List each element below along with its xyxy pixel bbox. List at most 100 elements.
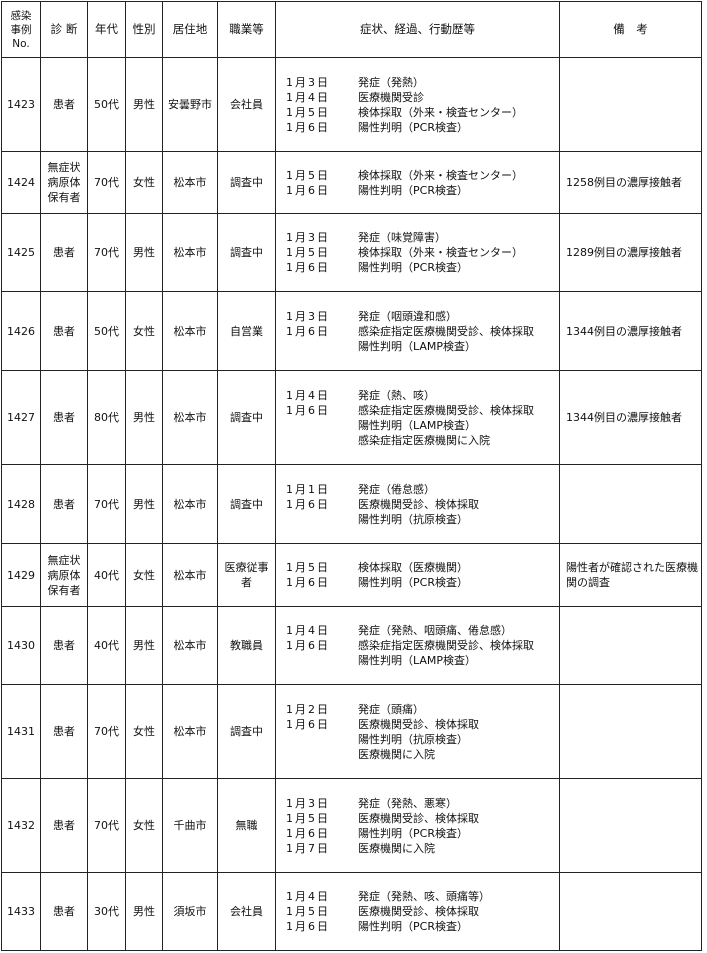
event-date: 1月3日 <box>286 309 330 323</box>
event-text: 陽性判明（LAMP検査） <box>358 654 477 667</box>
notes: 1344例目の濃厚接触者 <box>559 291 702 371</box>
notes <box>559 872 702 951</box>
event-date <box>286 339 358 354</box>
age-group: 70代 <box>87 684 126 779</box>
events-cell: 1月3日 発症（発熱、悪寒） 1月5日 医療機関受診、検体採取 1月6日 陽性判明（PCR… <box>275 778 560 873</box>
event-text: 発症（発熱、咳、頭痛等） <box>358 890 490 903</box>
diagnosis: 患者 <box>40 872 88 951</box>
residence: 松本市 <box>162 543 218 607</box>
event-date <box>286 418 358 433</box>
residence: 須坂市 <box>162 872 218 951</box>
sex: 女性 <box>125 291 163 371</box>
event-text: 発症（発熱） <box>358 75 424 89</box>
event-line: 1月4日 医療機関受診 <box>286 90 557 105</box>
event-date: 1月5日 <box>286 105 330 119</box>
sex: 男性 <box>125 370 163 465</box>
event-date: 1月6日 <box>286 183 330 197</box>
occupation: 調査中 <box>217 370 276 465</box>
event-line: 1月6日 感染症指定医療機関受診、検体採取 <box>286 638 557 653</box>
occupation: 会社員 <box>217 57 276 152</box>
event-date: 1月4日 <box>286 890 330 903</box>
residence: 松本市 <box>162 684 218 779</box>
sex: 女性 <box>125 684 163 779</box>
event-text: 発症（咽頭違和感） <box>358 309 457 323</box>
event-text: 陽性判明（PCR検査） <box>358 183 468 197</box>
events-cell: 1月4日 発症（熱、咳） 1月6日 感染症指定医療機関受診、検体採取 陽性判明（LAMP… <box>275 370 560 465</box>
notes: 1344例目の濃厚接触者 <box>559 370 702 465</box>
event-line: 医療機関に入院 <box>286 747 557 762</box>
event-text: 感染症指定医療機関受診、検体採取 <box>358 639 534 652</box>
header-row: 感染 事例 No. 診 断 年代 性別 居住地 職業等 症状、経過、行動歴等 備… <box>1 1 702 58</box>
event-text: 陽性判明（PCR検査） <box>358 120 468 134</box>
event-line: 感染症指定医療機関に入院 <box>286 433 557 448</box>
event-date <box>286 747 358 762</box>
age-group: 70代 <box>87 464 126 544</box>
table-row: 1427 患者 80代 男性 松本市 調査中 1月4日 発症（熱、咳） 1月6日 感染症指定医療機… <box>1 370 702 465</box>
sex: 男性 <box>125 464 163 544</box>
table-row: 1432 患者 70代 女性 千曲市 無職 1月3日 発症（発熱、悪寒） 1月5日 医療機関受診、… <box>1 778 702 873</box>
occupation: 教職員 <box>217 606 276 685</box>
event-text: 発症（倦怠感） <box>358 482 435 496</box>
residence: 松本市 <box>162 606 218 685</box>
age-group: 50代 <box>87 57 126 152</box>
sex: 男性 <box>125 213 163 292</box>
events-cell: 1月1日 発症（倦怠感） 1月6日 医療機関受診、検体採取 陽性判明（抗原検査） <box>275 464 560 544</box>
event-line: 1月5日 検体採取（外来・検査センター） <box>286 245 557 260</box>
event-line: 陽性判明（LAMP検査） <box>286 653 557 668</box>
event-line: 陽性判明（抗原検査） <box>286 512 557 527</box>
event-text: 検体採取（医療機関） <box>358 561 468 574</box>
residence: 千曲市 <box>162 778 218 873</box>
event-date: 1月6日 <box>286 120 330 134</box>
event-date: 1月4日 <box>286 388 330 402</box>
event-line: 1月6日 陽性判明（PCR検査） <box>286 120 557 135</box>
residence: 松本市 <box>162 370 218 465</box>
events-cell: 1月2日 発症（頭痛） 1月6日 医療機関受診、検体採取 陽性判明（抗原検査） 医療機関に… <box>275 684 560 779</box>
table-row: 1425 患者 70代 男性 松本市 調査中 1月3日 発症（味覚障害） 1月5日 検体採取（外来… <box>1 213 702 292</box>
header-sex: 性別 <box>125 1 163 58</box>
header-age: 年代 <box>87 1 126 58</box>
event-line: 陽性判明（LAMP検査） <box>286 418 557 433</box>
event-text: 医療機関に入院 <box>358 747 435 761</box>
event-text: 発症（頭痛） <box>358 702 424 716</box>
age-group: 70代 <box>87 151 126 214</box>
event-line: 1月6日 陽性判明（PCR検査） <box>286 260 557 275</box>
event-text: 医療機関受診、検体採取 <box>358 497 479 511</box>
event-date: 1月6日 <box>286 497 330 511</box>
event-text: 発症（熱、咳） <box>358 388 435 402</box>
diagnosis: 患者 <box>40 57 88 152</box>
diagnosis: 患者 <box>40 464 88 544</box>
event-date: 1月6日 <box>286 826 330 840</box>
case-number: 1432 <box>1 778 41 873</box>
event-line: 1月3日 発症（咽頭違和感） <box>286 309 557 324</box>
event-text: 陽性判明（PCR検査） <box>358 576 468 589</box>
sex: 男性 <box>125 872 163 951</box>
case-number: 1433 <box>1 872 41 951</box>
event-text: 感染症指定医療機関に入院 <box>358 433 490 447</box>
case-number: 1425 <box>1 213 41 292</box>
event-date <box>286 732 358 747</box>
notes <box>559 606 702 685</box>
header-diagnosis: 診 断 <box>40 1 88 58</box>
event-text: 医療機関受診、検体採取 <box>358 905 479 918</box>
event-date: 1月5日 <box>286 905 330 918</box>
event-date: 1月7日 <box>286 841 330 855</box>
event-date: 1月3日 <box>286 75 330 89</box>
events-cell: 1月4日 発症（発熱、咳、頭痛等） 1月5日 医療機関受診、検体採取 1月6日 陽性判明（… <box>275 872 560 951</box>
case-number: 1427 <box>1 370 41 465</box>
table-row: 1433 患者 30代 男性 須坂市 会社員 1月4日 発症（発熱、咳、頭痛等） 1月5日 医療機… <box>1 872 702 951</box>
event-date: 1月6日 <box>286 639 330 652</box>
event-text: 医療機関受診、検体採取 <box>358 811 479 825</box>
event-line: 1月4日 発症（発熱、咳、頭痛等） <box>286 889 557 904</box>
events-cell: 1月3日 発症（味覚障害） 1月5日 検体採取（外来・検査センター） 1月6日 陽性判明（… <box>275 213 560 292</box>
events-cell: 1月4日 発症（発熱、咽頭痛、倦怠感） 1月6日 感染症指定医療機関受診、検体採取 陽性… <box>275 606 560 685</box>
event-line: 1月3日 発症（発熱） <box>286 75 557 90</box>
age-group: 70代 <box>87 213 126 292</box>
event-line: 1月5日 検体採取（外来・検査センター） <box>286 168 557 183</box>
events-cell: 1月5日 検体採取（医療機関） 1月6日 陽性判明（PCR検査） <box>275 543 560 607</box>
table-row: 1431 患者 70代 女性 松本市 調査中 1月2日 発症（頭痛） 1月6日 医療機関受診、検体… <box>1 684 702 779</box>
table-row: 1429 無症状病原体保有者 40代 女性 松本市 医療従事者 1月5日 検体採取（医療機関）… <box>1 543 702 607</box>
event-text: 陽性判明（PCR検査） <box>358 826 468 840</box>
event-line: 1月6日 感染症指定医療機関受診、検体採取 <box>286 324 557 339</box>
event-text: 発症（発熱、悪寒） <box>358 796 457 810</box>
diagnosis: 患者 <box>40 606 88 685</box>
